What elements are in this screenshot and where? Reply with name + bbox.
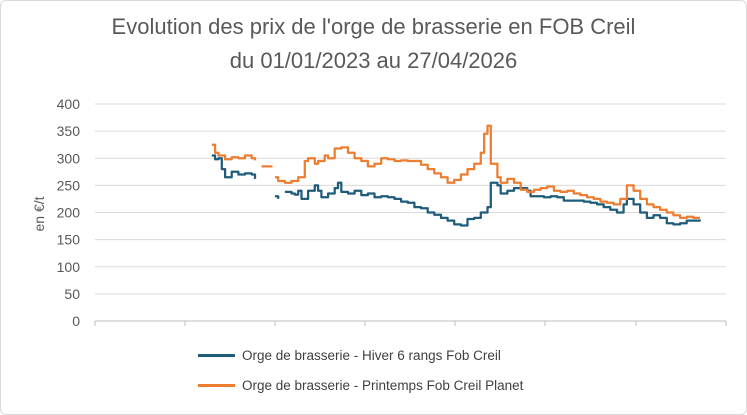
y-tick-labels: 0 50 100 150 200 250 300 350 400 — [57, 96, 81, 329]
series-line-1-segment-2 — [274, 124, 700, 220]
y-tick-label: 300 — [57, 150, 81, 166]
chart-subtitle: du 01/01/2023 au 27/04/2026 — [229, 48, 518, 73]
series-line-0-segment-1 — [274, 195, 280, 199]
y-tick-label: 50 — [64, 286, 80, 302]
y-tick-label: 200 — [57, 205, 81, 221]
series-line-1-segment-1 — [261, 165, 273, 168]
series-lines — [211, 124, 702, 227]
series-line-1-segment-0 — [211, 143, 257, 161]
y-tick-label: 0 — [72, 313, 80, 329]
x-axis — [94, 320, 727, 326]
chart-title: Evolution des prix de l'orge de brasseri… — [111, 14, 636, 39]
legend-label-printemps: Orge de brasserie - Printemps Fob Creil … — [242, 378, 524, 393]
y-tick-label: 250 — [57, 177, 81, 193]
legend-item-hiver: Orge de brasserie - Hiver 6 rangs Fob Cr… — [198, 348, 501, 363]
legend-swatch-printemps — [198, 383, 235, 387]
legend-label-hiver: Orge de brasserie - Hiver 6 rangs Fob Cr… — [242, 348, 501, 363]
series-line-0-segment-0 — [211, 154, 257, 179]
y-tick-label: 150 — [57, 232, 81, 248]
y-tick-label: 100 — [57, 259, 81, 275]
legend-item-printemps: Orge de brasserie - Printemps Fob Creil … — [198, 378, 523, 393]
y-tick-label: 350 — [57, 123, 81, 139]
legend-swatch-hiver — [198, 353, 235, 357]
y-tick-label: 400 — [57, 96, 81, 112]
y-axis-label: en €/t — [31, 196, 47, 231]
gridlines — [95, 103, 726, 295]
series-line-0-segment-2 — [284, 181, 702, 227]
